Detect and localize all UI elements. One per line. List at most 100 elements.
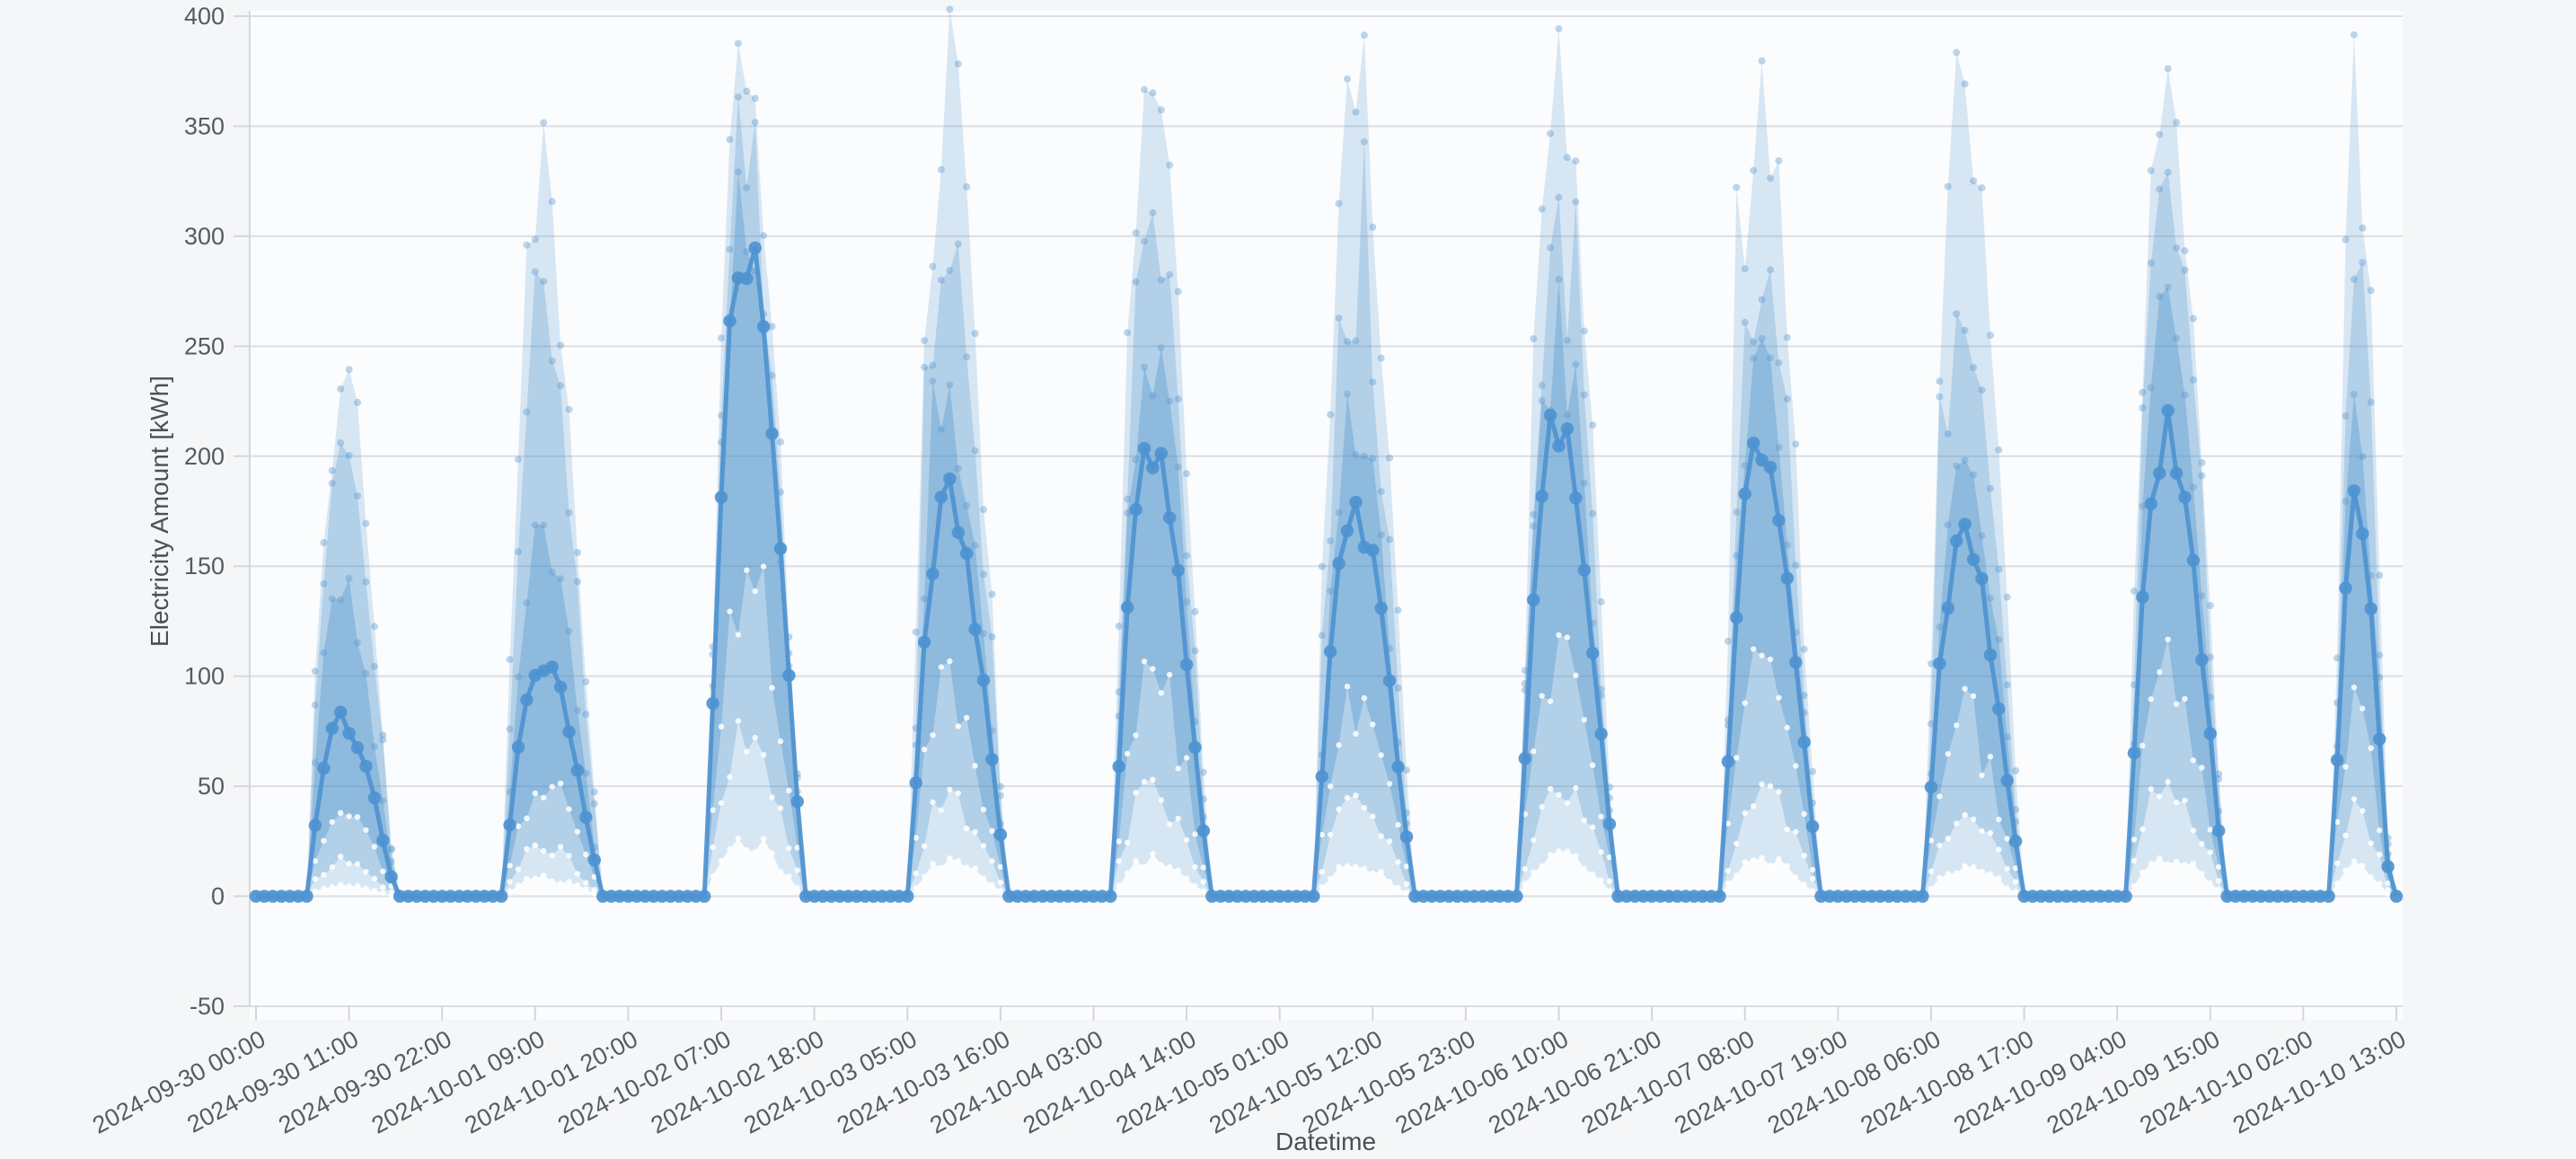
observed-marker bbox=[1196, 824, 1211, 837]
lower-edge-dot bbox=[2012, 889, 2019, 895]
band-edge-dot bbox=[760, 232, 768, 240]
lower-edge-dot bbox=[1776, 856, 1782, 863]
observed-marker bbox=[1535, 490, 1548, 503]
band-edge-dot bbox=[2206, 653, 2214, 661]
band-edge-dot bbox=[734, 93, 742, 101]
band-edge-dot bbox=[1344, 75, 1351, 83]
band-edge-dot bbox=[2012, 806, 2020, 813]
lower-edge-dot bbox=[507, 888, 513, 895]
lower-edge-dot bbox=[1336, 863, 1342, 871]
observed-marker bbox=[993, 827, 1008, 842]
lower-edge-dot bbox=[2333, 880, 2341, 887]
band-edge-dot bbox=[929, 377, 937, 385]
observed-marker bbox=[2356, 526, 2369, 541]
observed-marker bbox=[2389, 889, 2404, 903]
observed-marker bbox=[359, 759, 373, 774]
band-edge-dot bbox=[2164, 65, 2172, 73]
observed-marker bbox=[2000, 774, 2014, 787]
band-edge-dot bbox=[515, 456, 522, 464]
lower-edge-dot bbox=[2182, 695, 2188, 702]
band-edge-dot bbox=[726, 245, 734, 253]
band-edge-dot bbox=[2173, 334, 2181, 342]
band-edge-dot bbox=[963, 353, 971, 361]
band-edge-dot bbox=[1783, 395, 1791, 403]
band-edge-dot bbox=[320, 580, 328, 588]
lower-edge-dot bbox=[794, 845, 800, 851]
band-edge-dot bbox=[565, 405, 573, 413]
band-edge-dot bbox=[1775, 157, 1783, 164]
observed-marker bbox=[350, 741, 365, 755]
lower-edge-dot bbox=[371, 888, 378, 894]
lower-edge-dot bbox=[989, 858, 995, 864]
band-edge-dot bbox=[743, 248, 751, 256]
band-edge-dot bbox=[379, 731, 387, 739]
band-edge-dot bbox=[971, 447, 979, 455]
band-edge-dot bbox=[2359, 453, 2367, 461]
lower-edge-dot bbox=[2190, 757, 2197, 764]
lower-edge-dot bbox=[1767, 656, 1774, 663]
band-edge-dot bbox=[2215, 770, 2223, 778]
lower-edge-dot bbox=[2173, 799, 2180, 806]
band-edge-dot bbox=[1174, 463, 1182, 471]
band-edge-dot bbox=[937, 276, 945, 284]
band-edge-dot bbox=[2156, 185, 2164, 193]
observed-marker bbox=[1713, 889, 1726, 903]
lower-edge-dot bbox=[1192, 882, 1198, 889]
band-edge-dot bbox=[1132, 229, 1140, 237]
lower-edge-dot bbox=[1125, 750, 1131, 757]
lower-edge-dot bbox=[727, 845, 733, 852]
lower-edge-dot bbox=[2148, 696, 2154, 703]
lower-edge-dot bbox=[1742, 700, 1748, 706]
band-edge-dot bbox=[1750, 354, 1758, 362]
lower-edge-dot bbox=[1606, 854, 1613, 861]
band-edge-dot bbox=[1986, 594, 1994, 602]
band-edge-dot bbox=[1572, 360, 1580, 368]
band-edge-dot bbox=[2359, 224, 2367, 232]
lower-edge-dot bbox=[777, 738, 784, 745]
lower-edge-dot bbox=[921, 873, 928, 880]
lower-edge-dot bbox=[557, 880, 564, 887]
band-edge-dot bbox=[1547, 129, 1555, 137]
band-edge-dot bbox=[1970, 364, 1978, 371]
lower-edge-dot bbox=[1987, 829, 1994, 836]
band-edge-dot bbox=[1563, 336, 1571, 344]
observed-marker bbox=[951, 526, 966, 539]
observed-marker bbox=[917, 635, 931, 649]
observed-marker bbox=[1789, 656, 1803, 669]
band-edge-dot bbox=[1377, 488, 1385, 496]
lower-edge-dot bbox=[2130, 836, 2138, 843]
lower-edge-dot bbox=[2190, 860, 2197, 867]
lower-edge-dot bbox=[955, 723, 962, 730]
lower-edge-dot bbox=[1539, 803, 1545, 810]
lower-edge-dot bbox=[1776, 789, 1782, 795]
lower-edge-dot bbox=[329, 864, 335, 871]
band-edge-dot bbox=[1538, 381, 1546, 389]
lower-edge-dot bbox=[1200, 879, 1207, 885]
lower-edge-dot bbox=[1606, 888, 1613, 894]
band-edge-dot bbox=[1157, 344, 1165, 352]
lower-edge-dot bbox=[2004, 885, 2010, 891]
lower-edge-dot bbox=[2190, 827, 2197, 834]
lower-edge-dot bbox=[2207, 827, 2213, 833]
band-edge-dot bbox=[2198, 459, 2206, 466]
band-edge-dot bbox=[963, 501, 971, 509]
lower-edge-dot bbox=[1344, 863, 1351, 870]
lower-edge-dot bbox=[2351, 796, 2358, 802]
lower-edge-dot bbox=[913, 871, 919, 877]
observed-marker bbox=[960, 546, 974, 561]
lower-edge-dot bbox=[524, 845, 530, 853]
lower-edge-dot bbox=[1395, 859, 1401, 865]
observed-marker bbox=[1950, 534, 1963, 548]
observed-marker bbox=[1188, 740, 1202, 755]
observed-marker bbox=[495, 889, 508, 903]
band-edge-dot bbox=[954, 240, 962, 248]
band-edge-dot bbox=[1369, 455, 1377, 463]
band-edge-dot bbox=[1978, 386, 1986, 394]
band-edge-dot bbox=[1530, 510, 1538, 518]
lower-edge-dot bbox=[329, 818, 335, 826]
observed-marker bbox=[985, 753, 999, 766]
band-edge-dot bbox=[523, 599, 531, 606]
lower-edge-dot bbox=[574, 871, 581, 877]
band-edge-dot bbox=[379, 797, 387, 805]
